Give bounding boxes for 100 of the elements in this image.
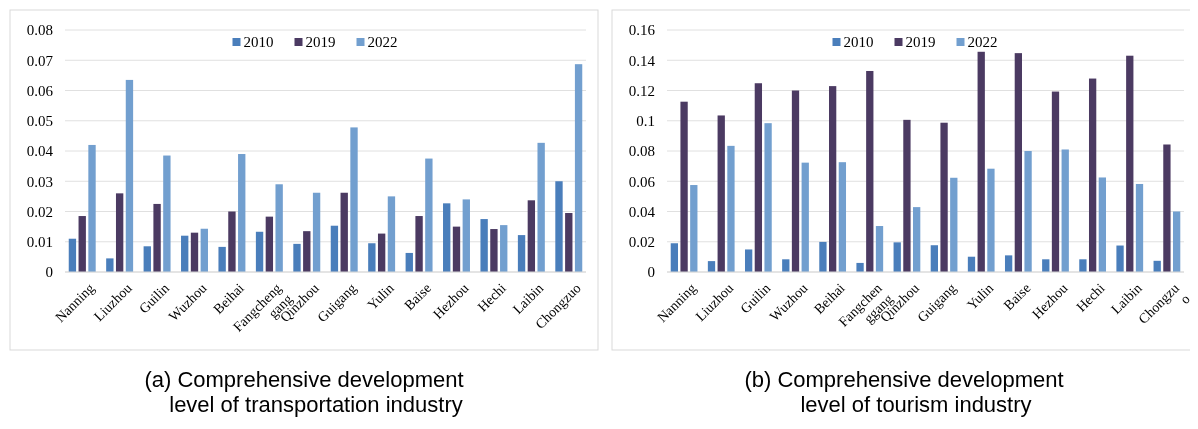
bar bbox=[866, 70, 874, 272]
bar bbox=[1172, 211, 1181, 272]
bar bbox=[88, 144, 96, 272]
bar bbox=[517, 235, 526, 272]
bar bbox=[1116, 245, 1124, 272]
bar bbox=[1024, 151, 1032, 272]
text: (b) Comprehensive development level of tourism industry bbox=[744, 367, 1064, 417]
bar bbox=[387, 196, 396, 272]
bar bbox=[275, 184, 283, 272]
bar bbox=[527, 200, 536, 272]
bar bbox=[452, 226, 461, 272]
bar bbox=[377, 233, 386, 272]
y-tick-label: 0.03 bbox=[26, 173, 53, 190]
bar bbox=[462, 199, 470, 272]
bar bbox=[782, 259, 790, 272]
bar bbox=[405, 252, 413, 272]
bar bbox=[238, 154, 246, 272]
bar bbox=[1098, 177, 1106, 272]
bar bbox=[574, 64, 583, 272]
bar bbox=[754, 83, 763, 272]
bar bbox=[829, 86, 837, 272]
bar bbox=[801, 162, 809, 272]
bar bbox=[368, 243, 376, 272]
y-tick-label: 0 bbox=[45, 264, 53, 281]
bar bbox=[727, 145, 735, 272]
bar bbox=[745, 249, 753, 272]
bar bbox=[143, 246, 151, 272]
bar bbox=[856, 262, 864, 272]
bar bbox=[1088, 78, 1097, 272]
bar bbox=[265, 216, 274, 272]
bar bbox=[68, 238, 77, 272]
bar bbox=[1126, 55, 1134, 272]
y-tick-label: 0.06 bbox=[26, 82, 54, 99]
bar bbox=[480, 219, 488, 272]
bar bbox=[153, 203, 161, 272]
bar bbox=[1135, 183, 1144, 272]
bar bbox=[903, 119, 911, 272]
bar bbox=[415, 216, 423, 272]
bar bbox=[977, 51, 985, 272]
y-tick-label: 0.04 bbox=[628, 203, 656, 220]
bar bbox=[490, 229, 498, 272]
bar bbox=[565, 213, 573, 272]
bar bbox=[163, 155, 171, 272]
bar bbox=[125, 79, 134, 272]
bar bbox=[200, 228, 208, 272]
bar bbox=[181, 235, 189, 272]
bar bbox=[425, 158, 433, 272]
legend-label: 2019 bbox=[305, 34, 336, 50]
y-tick-label: 0.06 bbox=[628, 173, 656, 190]
bar bbox=[218, 246, 226, 272]
bar bbox=[255, 231, 264, 272]
bar bbox=[987, 168, 995, 272]
y-tick-label: 0.16 bbox=[628, 22, 656, 39]
bar bbox=[764, 123, 772, 272]
bar bbox=[940, 122, 948, 272]
bar bbox=[340, 192, 348, 272]
bar bbox=[106, 258, 114, 272]
bar bbox=[1014, 53, 1022, 272]
bar bbox=[838, 162, 847, 272]
bar bbox=[312, 192, 321, 272]
bar bbox=[555, 181, 563, 272]
bar bbox=[893, 242, 901, 272]
y-tick-label: 0 bbox=[647, 264, 655, 281]
bar bbox=[293, 243, 301, 272]
y-tick-label: 0.1 bbox=[636, 113, 655, 129]
bar bbox=[78, 216, 86, 272]
bar bbox=[690, 185, 698, 272]
bar bbox=[1061, 149, 1069, 272]
bar bbox=[1004, 255, 1013, 272]
bar bbox=[1079, 259, 1087, 272]
y-tick-label: 0.08 bbox=[628, 143, 655, 160]
y-tick-label: 0.08 bbox=[26, 22, 53, 39]
legend-label: 2019 bbox=[905, 34, 936, 50]
legend-label: 2022 bbox=[367, 34, 398, 50]
y-tick-label: 0.04 bbox=[26, 143, 54, 160]
bar bbox=[537, 142, 545, 272]
legend-label: 2010 bbox=[243, 34, 274, 50]
y-tick-label: 0.07 bbox=[26, 52, 54, 69]
x-tick-label: Yulin bbox=[964, 280, 997, 313]
y-tick-label: 0.05 bbox=[26, 113, 53, 129]
bar bbox=[1051, 91, 1060, 272]
bar bbox=[1163, 144, 1171, 272]
bar bbox=[228, 211, 236, 272]
bar bbox=[913, 207, 921, 272]
bar bbox=[791, 90, 800, 272]
legend-label: 2022 bbox=[967, 34, 998, 50]
legend-label: 2010 bbox=[843, 34, 874, 50]
y-tick-label: 0.14 bbox=[628, 52, 656, 69]
bar bbox=[1042, 259, 1050, 272]
y-tick-label: 0.02 bbox=[26, 203, 53, 220]
y-tick-label: 0.01 bbox=[26, 234, 53, 250]
bar bbox=[670, 243, 679, 272]
bar bbox=[350, 127, 358, 272]
bar bbox=[717, 115, 725, 272]
bar bbox=[443, 203, 451, 272]
bar bbox=[680, 101, 688, 272]
text: (a) Comprehensive development level of transportation industry bbox=[144, 367, 464, 417]
y-tick-label: 0.02 bbox=[628, 234, 655, 250]
bar bbox=[875, 226, 884, 272]
bar bbox=[930, 245, 938, 272]
